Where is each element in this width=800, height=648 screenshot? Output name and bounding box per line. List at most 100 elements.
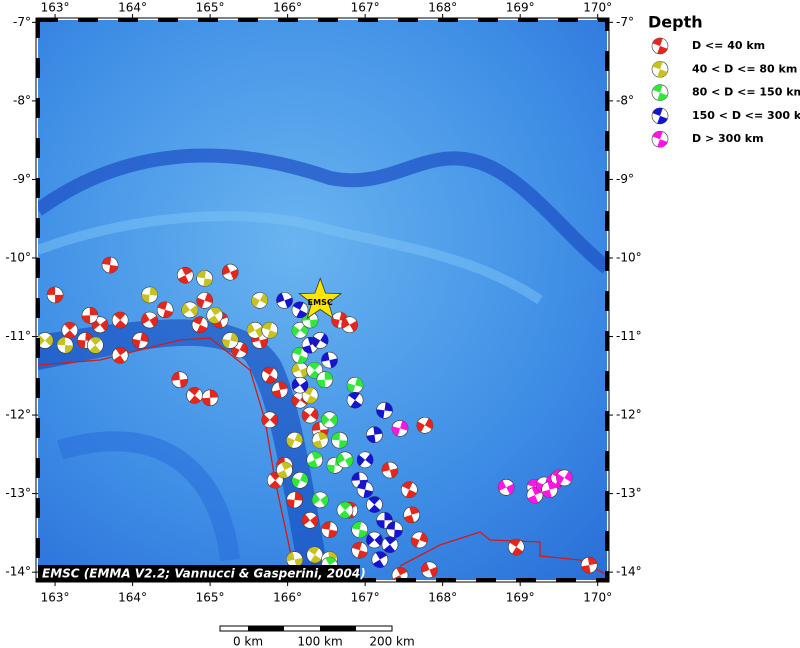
focal-mechanism	[411, 531, 428, 549]
focal-mechanism	[46, 286, 64, 304]
epicenter-star	[298, 277, 343, 320]
beachball-quadrants	[272, 381, 288, 398]
focal-mechanism	[61, 321, 79, 339]
y-tick-label: -8°	[13, 93, 31, 107]
beachball-quadrants	[208, 307, 222, 324]
legend-label: D <= 40 km	[692, 39, 765, 52]
focal-mechanism	[246, 321, 264, 339]
beachball-quadrants	[188, 387, 201, 404]
legend-title: Depth	[648, 13, 703, 32]
beachball-quadrants	[38, 334, 53, 347]
focal-mechanism	[497, 479, 515, 496]
beachball-quadrants	[316, 371, 333, 388]
focal-mechanism	[416, 416, 434, 434]
focal-mechanism	[286, 491, 303, 509]
focal-mechanism	[386, 521, 403, 539]
x-tick-label: 165°	[196, 591, 225, 605]
beachball-quadrants	[92, 318, 108, 331]
focal-mechanism	[651, 37, 669, 55]
focal-mechanism	[508, 538, 525, 556]
beachball-quadrants	[292, 378, 308, 392]
focal-mechanism	[111, 347, 129, 364]
focal-mechanism	[351, 541, 369, 559]
beachball-quadrants	[509, 539, 524, 556]
beachball-quadrants	[196, 270, 213, 287]
beachball-quadrants	[312, 493, 329, 507]
x-tick-label: 163°	[41, 1, 70, 15]
beachball-quadrants	[292, 347, 308, 364]
beachball-quadrants	[212, 312, 228, 329]
beachball-quadrants	[527, 487, 543, 504]
beachball-quadrants	[292, 301, 308, 318]
beachball-quadrants	[114, 312, 127, 329]
beachball-quadrants	[376, 512, 393, 529]
beachball-quadrants	[81, 307, 98, 324]
y-tick-label: -12°	[5, 408, 31, 422]
beachball-quadrants	[277, 462, 292, 479]
beachball-quadrants	[652, 131, 668, 148]
y-tick-label: -7°	[13, 15, 31, 29]
beachball-quadrants	[276, 292, 293, 308]
beachball-quadrants	[338, 502, 352, 519]
y-tick-label: -14°	[5, 565, 31, 579]
y-tick-label: -13°	[616, 486, 642, 500]
focal-mechanism	[141, 286, 158, 304]
focal-mechanism	[271, 381, 289, 399]
focal-mechanism	[221, 263, 239, 281]
x-tick-label: 169°	[506, 591, 535, 605]
focal-mechanism	[580, 556, 598, 574]
focal-mechanism	[291, 471, 309, 489]
beachball-quadrants	[341, 317, 358, 332]
beachball-quadrants	[411, 532, 428, 548]
focal-mechanism	[371, 551, 389, 568]
focal-mechanism	[91, 316, 109, 334]
beachball-quadrants	[421, 562, 438, 578]
focal-mechanism	[171, 371, 189, 389]
focal-mechanism	[87, 336, 104, 354]
beachball-quadrants	[171, 371, 188, 388]
beachball-quadrants	[404, 506, 420, 523]
focal-mechanism	[321, 411, 338, 429]
focal-mechanism	[201, 389, 219, 407]
focal-mechanism	[321, 521, 338, 539]
focal-mechanism	[301, 387, 319, 404]
beachball-quadrants	[63, 322, 76, 339]
beachball-quadrants	[331, 432, 348, 449]
x-tick-label: 166°	[273, 1, 302, 15]
focal-mechanism	[56, 336, 74, 354]
beachball-quadrants	[357, 481, 373, 498]
focal-mechanism	[141, 311, 158, 329]
beachball-quadrants	[102, 257, 119, 273]
beachball-quadrants	[202, 389, 219, 406]
focal-mechanism	[306, 546, 324, 564]
beachball-quadrants	[331, 312, 348, 328]
y-tick-label: -7°	[616, 15, 634, 29]
focal-mechanism	[176, 266, 194, 284]
credit-box	[38, 565, 360, 582]
focal-mechanism	[276, 292, 293, 309]
scale-bar	[219, 625, 393, 632]
beachball-quadrants	[321, 414, 338, 426]
beachball-quadrants	[366, 534, 383, 546]
focal-mechanism	[356, 481, 374, 498]
legend-label: 40 < D <= 80 km	[692, 62, 797, 75]
focal-mechanism	[403, 506, 420, 524]
focal-mechanism	[156, 301, 174, 319]
beachball-quadrants	[307, 451, 323, 468]
beachball-quadrants	[269, 472, 282, 489]
focal-mechanism	[381, 536, 399, 553]
beachball-quadrants	[383, 536, 397, 553]
focal-mechanism	[376, 402, 393, 419]
x-tick-label: 169°	[506, 1, 535, 15]
legend-label: D > 300 km	[692, 132, 764, 145]
beachball-quadrants	[302, 408, 319, 422]
focal-mechanism	[401, 481, 418, 498]
focal-mechanism	[132, 332, 149, 349]
beachball-quadrants	[286, 432, 303, 448]
beachball-quadrants	[132, 332, 149, 349]
focal-mechanism	[651, 61, 669, 78]
beachball-quadrants	[222, 264, 239, 280]
beachball-quadrants	[386, 521, 403, 538]
focal-mechanism	[346, 376, 364, 394]
focal-mechanism	[301, 406, 319, 424]
